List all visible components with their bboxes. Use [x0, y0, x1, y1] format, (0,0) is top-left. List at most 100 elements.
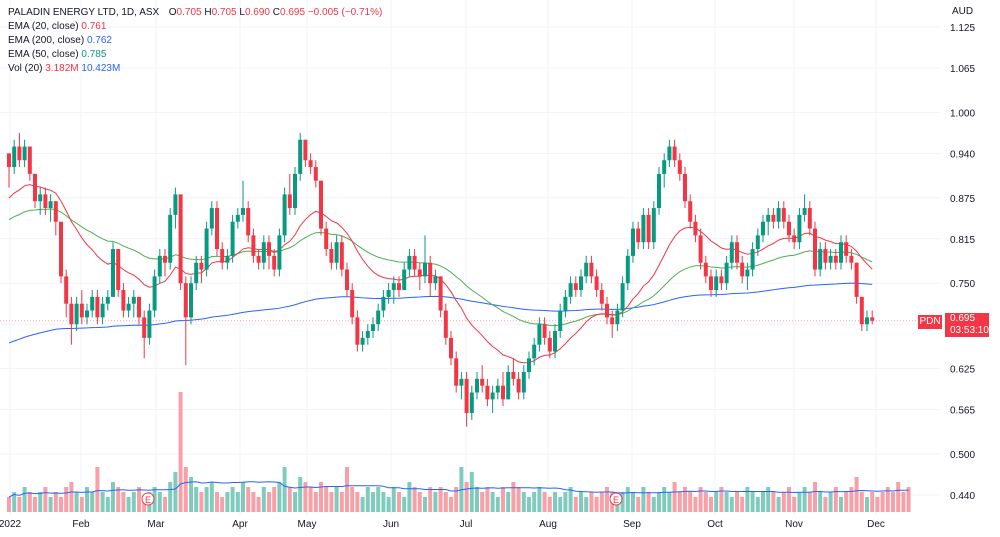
y-tick-label: 0.625	[950, 365, 975, 376]
candle-body	[714, 276, 719, 291]
candle-body	[116, 249, 121, 291]
volume-bar	[761, 492, 765, 512]
candle-body	[53, 201, 58, 222]
last-price-tag: 0.695 03:53:10	[945, 313, 989, 337]
candle-body	[204, 228, 209, 270]
symbol-price-tag: PDN	[918, 315, 942, 329]
candle-body	[849, 255, 854, 263]
y-tick-label: 0.440	[950, 491, 975, 502]
volume-bar	[27, 492, 32, 512]
candle-body	[189, 283, 193, 318]
volume-bar	[714, 492, 719, 512]
ema20-legend[interactable]: EMA (20, close) 0.761	[8, 20, 382, 34]
x-tick-label: Dec	[867, 519, 885, 530]
volume-bar	[355, 492, 360, 512]
exchange: ASX	[139, 7, 160, 18]
y-tick-label: 1.125	[950, 23, 975, 34]
x-tick-label: Apr	[232, 519, 248, 530]
candle-body	[194, 262, 199, 284]
candle-body	[672, 146, 677, 161]
volume-label: Vol (20)	[8, 63, 43, 74]
candle-body	[833, 255, 838, 263]
volume-bar	[319, 482, 323, 512]
volume-bar	[173, 472, 178, 512]
candle-body	[246, 208, 251, 236]
volume-bar	[417, 492, 422, 512]
candle-body	[719, 276, 724, 284]
candle-body	[225, 255, 230, 263]
volume-bar	[33, 497, 37, 512]
volume-bar	[204, 487, 209, 512]
candle-body	[215, 208, 219, 250]
candle-body	[152, 276, 157, 311]
candle-body	[111, 249, 115, 297]
volume-bar	[807, 492, 812, 512]
volume-bar	[391, 487, 396, 512]
volume-bar	[719, 487, 724, 512]
volume-bar	[672, 482, 677, 512]
candle-body	[261, 242, 266, 263]
candle-body	[573, 283, 578, 291]
volume-bar	[433, 492, 438, 512]
volume-bar	[334, 487, 339, 512]
candle-body	[729, 242, 734, 263]
candle-body	[615, 310, 620, 325]
candle-body	[371, 324, 375, 332]
candle-body	[620, 283, 625, 311]
volume-bar	[844, 492, 849, 512]
candle-body	[251, 235, 256, 256]
candle-body	[807, 208, 812, 229]
candle-body	[48, 201, 53, 209]
volume-bar	[854, 477, 859, 512]
volume-bar	[178, 392, 183, 512]
volume-bar	[620, 492, 625, 512]
candle-body	[365, 331, 370, 338]
candle-body	[386, 290, 391, 297]
volume-bar	[490, 492, 495, 512]
ema50-legend[interactable]: EMA (50, close) 0.785	[8, 48, 382, 62]
volume-bar	[402, 497, 407, 512]
candle-body	[698, 235, 703, 263]
volume-bar	[386, 497, 391, 512]
candle-body	[802, 208, 807, 215]
y-tick-label: 1.000	[950, 108, 975, 119]
candle-body	[428, 262, 433, 284]
ema200-legend[interactable]: EMA (200, close) 0.762	[8, 34, 382, 48]
candle-body	[449, 337, 453, 359]
candle-body	[272, 255, 277, 270]
volume-legend[interactable]: Vol (20) 3.182M 10.423M	[8, 62, 382, 76]
volume-bar	[480, 492, 485, 512]
candle-body	[303, 139, 308, 161]
candle-body	[636, 228, 641, 243]
earnings-marker-label: E	[145, 495, 151, 505]
volume-bar	[38, 492, 43, 512]
candle-body	[469, 392, 474, 414]
candle-body	[625, 255, 630, 284]
candle-body	[287, 194, 292, 209]
candle-body	[516, 378, 521, 393]
candle-body	[459, 378, 464, 386]
volume-bar	[823, 497, 828, 512]
candle-body	[391, 283, 396, 291]
x-tick-label: Feb	[72, 519, 90, 530]
candle-body	[501, 385, 505, 400]
symbol-name[interactable]: PALADIN ENERGY LTD	[8, 7, 116, 18]
volume-bar	[901, 492, 906, 512]
volume-bar	[495, 497, 500, 512]
candle-body	[90, 296, 95, 311]
volume-bar	[428, 487, 433, 512]
volume-bar	[126, 497, 131, 512]
candle-body	[43, 194, 48, 209]
x-tick-label: Jun	[383, 519, 399, 530]
interval[interactable]: 1D	[121, 7, 135, 18]
volume-bar	[449, 497, 453, 512]
x-tick-label: 2022	[0, 519, 22, 530]
candle-body	[298, 139, 303, 174]
candle-body	[781, 208, 786, 222]
volume-bar	[121, 492, 126, 512]
ohlc-open: 0.705	[176, 7, 202, 18]
candle-body	[683, 173, 687, 202]
candle-body	[7, 153, 11, 168]
volume-bar	[870, 492, 875, 512]
